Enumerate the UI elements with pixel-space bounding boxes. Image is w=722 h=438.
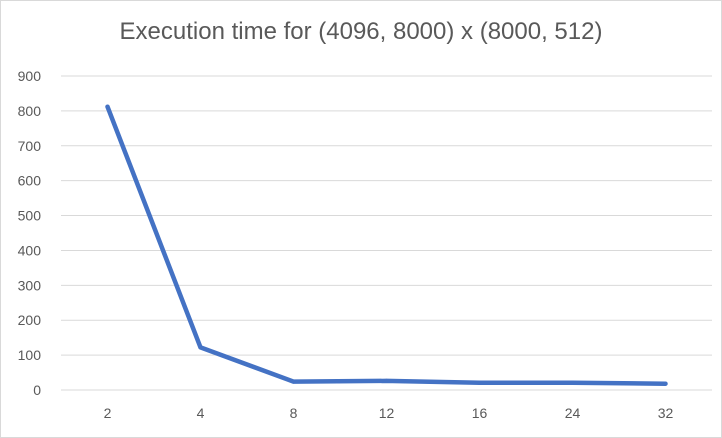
y-tick-label: 900: [18, 68, 42, 84]
x-tick-label: 8: [290, 405, 298, 421]
data-point: [291, 379, 296, 384]
x-tick-label: 32: [658, 405, 674, 421]
y-tick-label: 100: [18, 347, 42, 363]
y-tick-label: 500: [18, 208, 42, 224]
y-tick-label: 200: [18, 312, 42, 328]
data-point: [663, 381, 668, 386]
data-point: [105, 104, 110, 109]
y-tick-label: 400: [18, 242, 42, 258]
data-point: [570, 380, 575, 385]
y-tick-label: 600: [18, 173, 42, 189]
series-line: [105, 104, 668, 386]
data-point: [198, 345, 203, 350]
y-axis-tick-labels: 0 100 200 300 400 500 600 700 800 900: [18, 68, 42, 398]
series-lines: [105, 104, 668, 386]
gridlines: [61, 75, 712, 391]
data-point: [477, 380, 482, 385]
data-point: [384, 378, 389, 383]
x-tick-label: 24: [565, 405, 581, 421]
y-tick-label: 300: [18, 277, 42, 293]
x-tick-label: 16: [472, 405, 488, 421]
x-tick-label: 12: [379, 405, 395, 421]
chart-title: Execution time for (4096, 8000) x (8000,…: [119, 18, 603, 45]
x-tick-label: 4: [197, 405, 205, 421]
y-tick-label: 0: [33, 382, 41, 398]
x-tick-label: 2: [104, 405, 112, 421]
y-tick-label: 700: [18, 138, 42, 154]
y-tick-label: 800: [18, 103, 42, 119]
x-axis-tick-labels: 2 4 8 12 16 24 32: [104, 405, 674, 421]
